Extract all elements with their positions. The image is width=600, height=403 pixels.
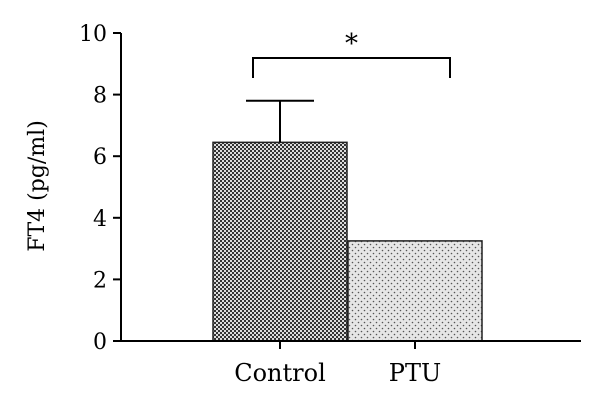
- significance-bracket: [252, 57, 451, 78]
- x-category-label-1: PTU: [389, 359, 441, 387]
- y-axis-label: FT4 (pg/ml): [25, 120, 50, 252]
- x-category-label-0: Control: [234, 359, 326, 387]
- y-tick-label-5: 10: [79, 22, 107, 47]
- significance-label: *: [345, 29, 358, 59]
- y-tick-label-4: 8: [93, 84, 107, 109]
- y-tick-label-3: 6: [93, 145, 107, 170]
- bar-ptu: [347, 240, 483, 342]
- error-bar-control: [246, 99, 314, 143]
- y-tick-label-2: 4: [93, 207, 107, 232]
- y-tick-label-1: 2: [93, 268, 107, 293]
- y-tick-label-0: 0: [93, 330, 107, 355]
- bar-control: [212, 141, 348, 342]
